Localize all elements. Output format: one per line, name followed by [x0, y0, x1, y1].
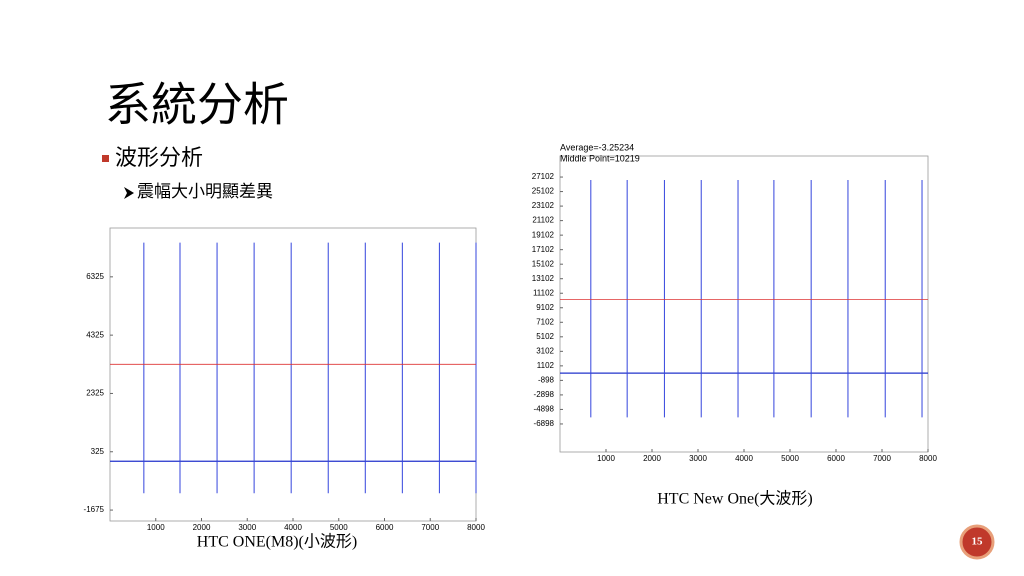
y-tick-label: 3102: [536, 346, 554, 355]
x-tick-label: 3000: [238, 523, 256, 532]
bullet-text: 波形分析: [115, 145, 203, 170]
y-tick-label: 5102: [536, 332, 554, 341]
y-tick-label: 1102: [537, 361, 555, 370]
x-tick-label: 8000: [919, 454, 937, 463]
y-tick-label: 325: [91, 447, 105, 456]
plot-frame: [559, 155, 929, 453]
x-tick-label: 4000: [735, 454, 753, 463]
y-tick-label: 17102: [532, 245, 555, 254]
x-tick-label: 2000: [643, 454, 661, 463]
annotation: Middle Point=10219: [560, 153, 640, 163]
x-tick-label: 7000: [421, 523, 439, 532]
x-tick-label: 6000: [376, 523, 394, 532]
y-tick-label: -1675: [84, 505, 105, 514]
y-tick-label: 13102: [532, 274, 555, 283]
y-tick-label: 25102: [532, 187, 555, 196]
y-tick-label: 23102: [532, 201, 555, 210]
x-tick-label: 5000: [330, 523, 348, 532]
chart-caption: HTC ONE(M8)(小波形): [197, 533, 357, 551]
y-tick-label: -898: [538, 375, 555, 384]
y-tick-label: 9102: [536, 303, 554, 312]
x-tick-label: 3000: [689, 454, 707, 463]
x-tick-label: 5000: [781, 454, 799, 463]
bullet-marker: [102, 155, 109, 162]
x-tick-label: 6000: [827, 454, 845, 463]
x-tick-label: 1000: [147, 523, 165, 532]
y-tick-label: 2325: [86, 389, 104, 398]
y-tick-label: 4325: [86, 330, 104, 339]
x-tick-label: 1000: [597, 454, 615, 463]
y-tick-label: 7102: [536, 317, 554, 326]
y-tick-label: -2898: [534, 390, 555, 399]
y-tick-label: 15102: [532, 259, 555, 268]
sub-bullet-marker: [124, 187, 134, 199]
x-tick-label: 4000: [284, 523, 302, 532]
x-tick-label: 7000: [873, 454, 891, 463]
y-tick-label: -4898: [534, 405, 555, 414]
y-tick-label: 11102: [533, 288, 555, 297]
y-tick-label: 19102: [532, 230, 555, 239]
page-number: 15: [972, 536, 984, 548]
page-badge: [959, 524, 995, 560]
x-tick-label: 8000: [467, 523, 485, 532]
y-tick-label: 6325: [86, 272, 104, 281]
y-tick-label: 27102: [532, 172, 555, 181]
y-tick-label: 21102: [532, 216, 554, 225]
x-tick-label: 2000: [193, 523, 211, 532]
slide-title: 系統分析: [105, 80, 289, 131]
chart-caption: HTC New One(大波形): [657, 490, 813, 508]
sub-bullet-text: 震幅大小明顯差異: [137, 182, 273, 201]
annotation: Average=-3.25234: [560, 142, 634, 152]
plot-frame: [109, 227, 477, 522]
y-tick-label: -6898: [534, 419, 555, 428]
